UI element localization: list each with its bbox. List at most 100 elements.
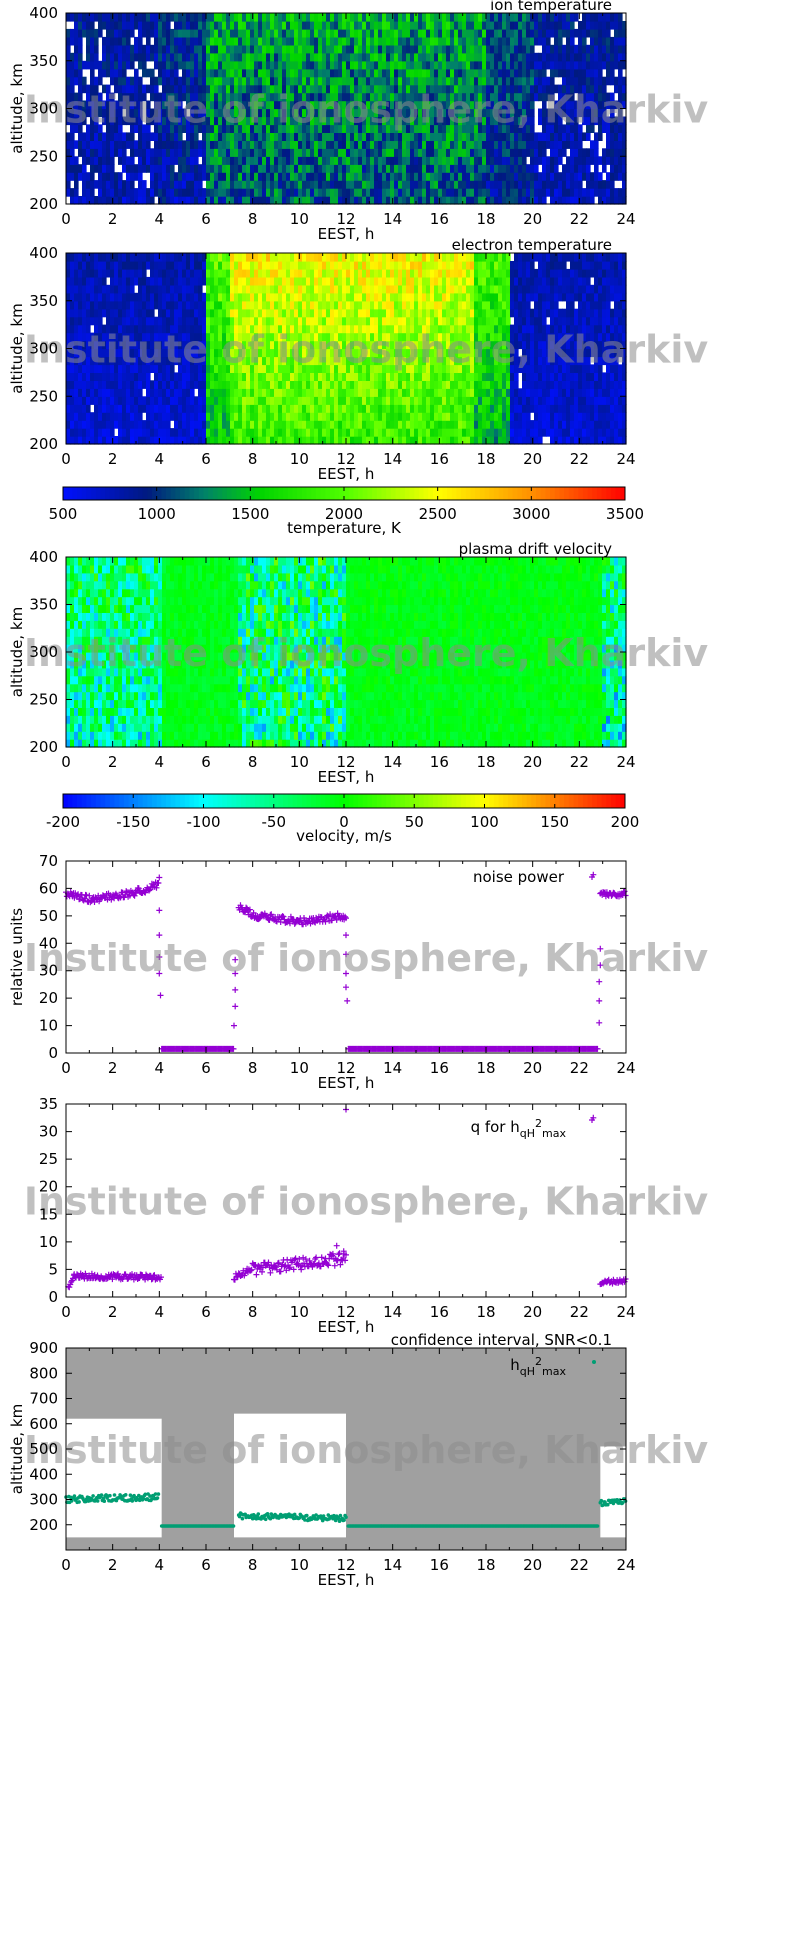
heatmap-cell	[206, 268, 211, 278]
heatmap-cell	[298, 172, 303, 181]
heatmap-cell	[182, 140, 187, 149]
heatmap-cell	[442, 28, 447, 38]
heatmap-cell	[194, 412, 199, 421]
heatmap-cell	[94, 156, 99, 165]
heatmap-cell	[526, 172, 531, 181]
heatmap-cell	[426, 13, 431, 22]
heatmap-cell	[318, 164, 323, 173]
heatmap-cell	[358, 44, 363, 54]
heatmap-cell	[230, 412, 235, 421]
heatmap-cell	[338, 132, 343, 141]
heatmap-cell	[594, 52, 599, 62]
heatmap-cell	[466, 148, 471, 157]
heatmap-cell	[350, 21, 355, 30]
heatmap-cell	[370, 60, 375, 70]
heatmap-cell	[338, 148, 343, 157]
heatmap-cell	[530, 36, 535, 46]
heatmap-cell	[162, 292, 167, 302]
heatmap-cell	[330, 308, 335, 318]
heatmap-cell	[74, 428, 79, 437]
heatmap-cell	[198, 100, 203, 110]
heatmap-cell	[314, 372, 319, 381]
heatmap-cell	[174, 253, 179, 262]
heatmap-cell	[318, 132, 323, 141]
heatmap-cell	[314, 261, 319, 270]
heatmap-cell	[254, 60, 259, 70]
heatmap-cell	[118, 92, 123, 102]
heatmap-cell	[254, 420, 259, 429]
heatmap-cell	[266, 388, 271, 397]
heatmap-cell	[110, 28, 115, 38]
heatmap-cell	[246, 68, 251, 78]
heatmap-cell	[86, 268, 91, 278]
heatmap-cell	[230, 172, 235, 181]
heatmap-cell	[138, 428, 143, 437]
heatmap-cell	[546, 76, 551, 86]
heatmap-cell	[334, 261, 339, 270]
heatmap-cell	[618, 156, 623, 165]
heatmap-cell	[390, 28, 395, 38]
heatmap-cell	[466, 52, 471, 62]
heatmap-cell	[186, 188, 191, 197]
heatmap-cell	[166, 188, 171, 197]
heatmap-cell	[378, 76, 383, 86]
heatmap-cell	[298, 21, 303, 30]
heatmap-cell	[466, 164, 471, 173]
heatmap-cell	[194, 284, 199, 294]
heatmap-cell	[70, 412, 75, 421]
heatmap-cell	[550, 13, 555, 22]
heatmap-cell	[266, 420, 271, 429]
heatmap-cell	[74, 372, 79, 381]
heatmap-cell	[210, 380, 215, 389]
heatmap-cell	[106, 292, 111, 302]
heatmap-cell	[142, 316, 147, 326]
heatmap-cell	[314, 388, 319, 397]
heatmap-cell	[102, 132, 107, 141]
heatmap-cell	[210, 372, 215, 381]
heatmap-cell	[586, 68, 591, 78]
heatmap-cell	[262, 268, 267, 278]
heatmap-cell	[290, 124, 295, 133]
heatmap-cell	[338, 76, 343, 86]
heatmap-cell	[414, 156, 419, 165]
heatmap-cell	[226, 124, 231, 133]
heatmap-cell	[210, 124, 215, 133]
heatmap-cell	[258, 116, 263, 126]
heatmap-cell	[374, 76, 379, 86]
heatmap-cell	[450, 180, 455, 189]
heatmap-cell	[130, 76, 135, 86]
heatmap-cell	[238, 420, 243, 429]
heatmap-cell	[130, 132, 135, 141]
heatmap-cell	[378, 140, 383, 149]
heatmap-cell	[354, 180, 359, 189]
heatmap-cell	[278, 21, 283, 30]
heatmap-cell	[258, 436, 263, 445]
heatmap-cell	[538, 132, 543, 141]
heatmap-cell	[346, 13, 351, 22]
heatmap-cell	[222, 68, 227, 78]
heatmap-cell	[138, 284, 143, 294]
heatmap-cell	[422, 108, 427, 118]
heatmap-cell	[590, 60, 595, 70]
heatmap-cell	[146, 124, 151, 133]
heatmap-cell	[110, 36, 115, 46]
heatmap-cell	[194, 60, 199, 70]
heatmap-cell	[262, 28, 267, 38]
heatmap-cell	[598, 180, 603, 189]
heatmap-cell	[338, 68, 343, 78]
heatmap-cell	[590, 76, 595, 86]
heatmap-cell	[266, 164, 271, 173]
heatmap-cell	[294, 428, 299, 437]
heatmap-cell	[470, 140, 475, 149]
heatmap-cell	[274, 13, 279, 22]
heatmap-cell	[358, 76, 363, 86]
heatmap-cell	[130, 172, 135, 181]
heatmap-cell	[298, 28, 303, 38]
heatmap-cell	[502, 188, 507, 197]
heatmap-cell	[258, 28, 263, 38]
heatmap-cell	[234, 36, 239, 46]
heatmap-cell	[146, 428, 151, 437]
heatmap-cell	[478, 140, 483, 149]
heatmap-cell	[386, 76, 391, 86]
heatmap-cell	[254, 164, 259, 173]
